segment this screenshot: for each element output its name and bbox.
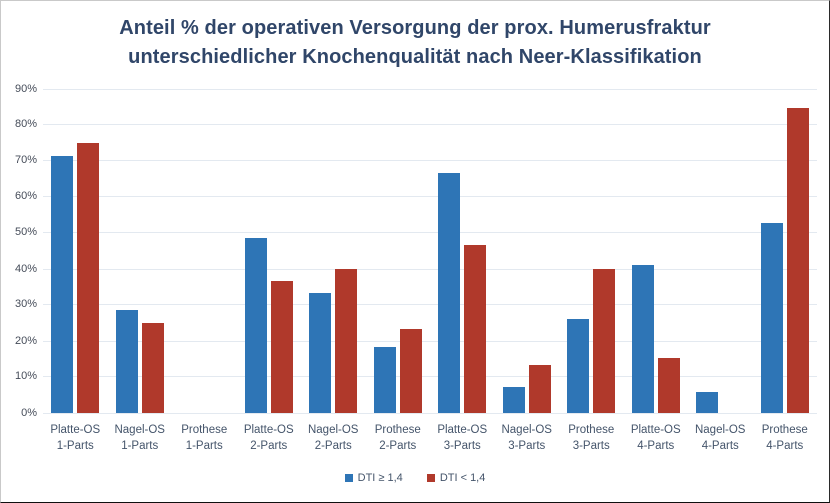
bar-pair: [760, 89, 809, 413]
bar-dti-ge-1-4: [760, 222, 783, 413]
category-label: Prothese 1-Parts: [181, 424, 228, 452]
category-group: Nagel-OS 2-Parts: [301, 89, 365, 452]
legend-entry-dti-ge-1-4: DTI ≥ 1,4: [344, 472, 403, 484]
legend-swatch-dti-lt-1-4: [426, 474, 435, 482]
category-label: Nagel-OS 2-Parts: [307, 424, 359, 452]
category-group: Platte-OS 4-Parts: [624, 89, 688, 452]
gridline: [43, 160, 817, 162]
chart-title-line-1: Anteil % der operativen Versorgung der p…: [119, 17, 711, 39]
category-group: Platte-OS 2-Parts: [237, 89, 301, 452]
category-label: Platte-OS 4-Parts: [630, 424, 681, 452]
bar-dti-lt-1-4: [528, 365, 551, 413]
bar-dti-lt-1-4: [335, 269, 358, 413]
bar-pair: [438, 89, 487, 413]
category-group: Prothese 1-Parts: [172, 89, 236, 452]
y-axis-tick-label: 60%: [14, 190, 37, 203]
bar-pair: [502, 89, 551, 413]
bar-pair: [115, 89, 164, 413]
legend-label-dti-lt-1-4: DTI < 1,4: [439, 472, 486, 484]
gridline: [43, 376, 817, 378]
chart-title-line-2: unterschiedlicher Knochenqualität nach N…: [128, 46, 702, 68]
bar-dti-lt-1-4: [593, 269, 616, 413]
bar-dti-ge-1-4: [567, 318, 590, 413]
legend: DTI ≥ 1,4 DTI < 1,4: [1, 472, 829, 484]
bar-dti-ge-1-4: [438, 172, 461, 413]
category-group: Prothese 3-Parts: [559, 89, 623, 452]
y-axis-tick-label: 70%: [14, 154, 37, 167]
bar-dti-lt-1-4: [657, 357, 680, 413]
legend-label-dti-ge-1-4: DTI ≥ 1,4: [357, 472, 403, 484]
bar-dti-lt-1-4: [270, 280, 293, 413]
bar-dti-ge-1-4: [115, 310, 138, 413]
category-group: Platte-OS 3-Parts: [430, 89, 494, 452]
legend-swatch-dti-ge-1-4: [344, 474, 353, 482]
gridline: [43, 268, 817, 270]
gridline: [43, 88, 817, 90]
gridline: [43, 412, 817, 414]
bar-dti-lt-1-4: [399, 329, 422, 413]
category-label: Prothese 3-Parts: [568, 424, 615, 452]
bar-dti-ge-1-4: [244, 238, 267, 413]
category-label: Nagel-OS 1-Parts: [114, 424, 165, 452]
bar-dti-ge-1-4: [373, 347, 396, 413]
category-group: Prothese 2-Parts: [366, 89, 430, 452]
y-axis-tick-label: 80%: [14, 118, 37, 131]
legend-entry-dti-lt-1-4: DTI < 1,4: [426, 472, 486, 484]
y-axis-tick-label: 50%: [14, 226, 37, 239]
category-group: Nagel-OS 1-Parts: [107, 89, 171, 452]
bar-dti-lt-1-4: [464, 244, 487, 413]
bar-pair: [567, 89, 616, 413]
gridline: [43, 232, 817, 234]
bar-pair: [180, 89, 228, 413]
y-axis-tick-label: 10%: [14, 370, 37, 383]
bar-dti-lt-1-4: [77, 143, 100, 413]
category-label: Nagel-OS 3-Parts: [501, 424, 552, 452]
bar-dti-lt-1-4: [786, 108, 809, 413]
gridline: [43, 304, 817, 306]
bar-dti-ge-1-4: [502, 387, 525, 413]
bar-dti-ge-1-4: [51, 155, 74, 413]
bar-pair: [631, 89, 680, 413]
category-label: Nagel-OS 4-Parts: [694, 424, 746, 452]
bar-pair: [309, 89, 358, 413]
y-axis-tick-label: 0%: [21, 406, 37, 419]
plot-area: 0% 10% 20% 30% 40% 50% 60% 70% 80% 90% Platte-OS 1…: [15, 83, 817, 452]
bar-pair: [696, 89, 744, 413]
bar-dti-ge-1-4: [309, 293, 332, 413]
gridline: [43, 124, 817, 126]
category-label: Platte-OS 2-Parts: [243, 424, 294, 452]
category-group: Nagel-OS 4-Parts: [688, 89, 752, 452]
category-group: Platte-OS 1-Parts: [43, 89, 107, 452]
y-axis-tick-label: 90%: [14, 82, 37, 95]
y-axis-tick-label: 40%: [14, 262, 37, 275]
y-axis-tick-label: 30%: [14, 298, 37, 311]
chart-title: Anteil % der operativen Versorgung der p…: [1, 14, 829, 72]
bar-pair: [51, 89, 100, 413]
bar-pair: [244, 89, 293, 413]
category-label: Prothese 2-Parts: [374, 424, 421, 452]
bar-dti-lt-1-4: [141, 323, 164, 413]
category-label: Platte-OS 3-Parts: [437, 424, 488, 452]
gridline: [43, 196, 817, 198]
category-group: Nagel-OS 3-Parts: [495, 89, 559, 452]
bar-pair: [373, 89, 422, 413]
gridline: [43, 340, 817, 342]
category-label: Prothese 4-Parts: [761, 424, 808, 452]
category-label: Platte-OS 1-Parts: [50, 424, 101, 452]
category-group: Prothese 4-Parts: [753, 89, 817, 452]
y-axis-tick-label: 20%: [14, 334, 37, 347]
bar-dti-ge-1-4: [696, 391, 719, 413]
bar-dti-ge-1-4: [631, 264, 654, 413]
